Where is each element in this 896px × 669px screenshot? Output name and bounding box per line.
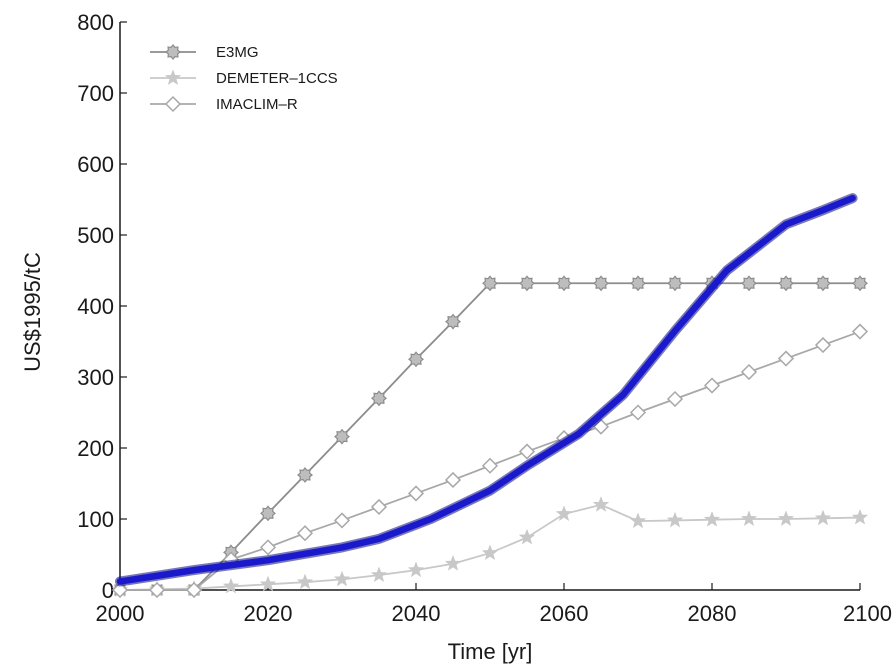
x-tick-label: 2020 <box>244 601 293 626</box>
data-point <box>666 511 684 528</box>
data-point <box>444 555 462 571</box>
data-point <box>777 350 795 367</box>
data-point <box>333 570 351 587</box>
data-point <box>629 404 647 421</box>
data-point <box>814 336 832 354</box>
data-point <box>260 505 276 522</box>
data-point <box>852 275 868 292</box>
data-point <box>593 275 609 292</box>
series-line <box>116 194 856 585</box>
x-tick-label: 2000 <box>96 601 145 626</box>
legend-marker <box>164 95 182 113</box>
data-point <box>851 323 869 340</box>
data-point <box>185 581 203 599</box>
data-point <box>555 505 573 522</box>
x-tick-label: 2080 <box>688 601 737 626</box>
data-point <box>518 528 536 545</box>
legend-item-2: IMACLIM‒R <box>150 95 298 113</box>
y-tick-label: 300 <box>77 365 114 390</box>
data-point <box>111 581 129 599</box>
legend-label: IMACLIM‒R <box>216 96 298 113</box>
data-point <box>777 510 795 527</box>
data-point <box>740 510 758 527</box>
x-tick-label: 2040 <box>392 601 441 626</box>
data-point <box>592 496 610 512</box>
y-tick-label: 800 <box>77 10 114 35</box>
legend-marker <box>165 44 181 60</box>
data-point <box>851 508 869 525</box>
data-point <box>334 428 350 445</box>
data-point <box>296 525 314 542</box>
data-point <box>481 544 499 561</box>
y-tick-label: 0 <box>102 578 114 603</box>
data-point <box>667 275 683 292</box>
legend: E3MG DEMETER‒1CCS IMACLIM‒R <box>150 44 338 113</box>
x-tick-label: 2060 <box>540 601 589 626</box>
legend-marker <box>164 69 182 86</box>
legend-item-0: E3MG <box>150 44 259 61</box>
data-point <box>741 275 757 292</box>
data-point <box>148 581 166 599</box>
series-line <box>120 282 860 591</box>
data-point <box>370 498 388 515</box>
y-tick-label: 100 <box>77 507 114 532</box>
data-point <box>740 363 758 381</box>
legend-item-1: DEMETER‒1CCS <box>150 69 338 87</box>
data-point <box>482 275 498 292</box>
data-point <box>519 275 535 292</box>
data-point <box>297 467 313 483</box>
data-point <box>408 351 424 368</box>
data-point <box>556 275 572 292</box>
data-point <box>703 377 721 394</box>
data-point <box>333 512 351 529</box>
data-point <box>407 485 425 502</box>
data-point <box>815 275 831 292</box>
y-tick-label: 400 <box>77 294 114 319</box>
data-point <box>778 275 794 292</box>
x-axis-title: Time [yr] <box>448 639 533 664</box>
data-point <box>444 471 462 489</box>
data-point <box>296 573 314 590</box>
data-point <box>629 512 647 529</box>
data-point <box>630 275 646 292</box>
data-point <box>445 313 461 330</box>
data-point <box>703 510 721 527</box>
data-point <box>222 577 240 594</box>
data-point <box>666 390 684 408</box>
y-tick-label: 200 <box>77 436 114 461</box>
series-1 <box>111 496 869 598</box>
data-point <box>371 390 387 407</box>
data-point <box>481 457 499 474</box>
axes: 0 100 200 300 400 500 600 700 800 2000 2020 2040 206… <box>77 10 892 626</box>
legend-label: DEMETER‒1CCS <box>216 70 338 87</box>
y-axis-title: US$1995/tC <box>20 252 45 372</box>
x-tick-label: 2100 <box>843 601 892 626</box>
data-point <box>370 566 388 583</box>
data-point <box>518 443 536 460</box>
data-point <box>814 509 832 526</box>
y-tick-label: 500 <box>77 223 114 248</box>
data-point <box>259 575 277 592</box>
data-point <box>407 561 425 578</box>
y-tick-label: 700 <box>77 81 114 106</box>
y-tick-label: 600 <box>77 152 114 177</box>
data-point <box>259 539 277 556</box>
series-layer <box>111 193 869 599</box>
legend-label: E3MG <box>216 44 259 61</box>
series-3 <box>115 193 858 587</box>
